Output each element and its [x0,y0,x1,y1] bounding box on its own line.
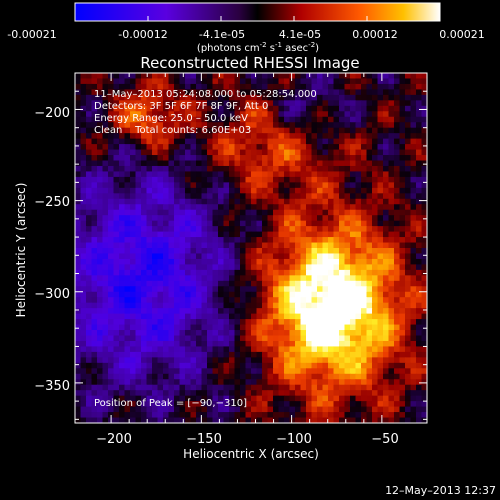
y-tick-label-minus300: −300 [34,287,70,302]
annotation-detectors: Detectors: 3F 5F 6F 7F 8F 9F, Att 0 [94,101,268,112]
y-tick-label-minus200: −200 [34,106,70,121]
colorbar-tick-label-2: -4.1e-05 [199,28,245,41]
colorbar-units: (photons cm-2 s-1 asec-2) [197,41,319,54]
chart-title: Reconstructed RHESSI Image [140,54,359,72]
colorbar-tick-label-1: -0.00012 [118,28,167,41]
annotation-energy-range: Energy Range: 25.0 – 50.0 keV [94,113,248,124]
x-tick-label-minus100: −100 [276,432,312,447]
axis-ticks [75,73,427,423]
footer-timestamp: 12–May–2013 12:37 [385,484,496,497]
x-axis-label: Heliocentric X (arcsec) [183,447,319,461]
colorbar-tick-label-3: 4.1e-05 [279,28,321,41]
x-tick-label-minus50: −50 [371,432,398,447]
annotation-time-range: 11–May–2013 05:24:08.000 to 05:28:54.000 [94,89,317,100]
y-axis-label: Heliocentric Y (arcsec) [14,183,28,318]
colorbar-ticks [74,16,441,21]
annotation-peak-position: Position of Peak = [−90,−310] [94,398,247,409]
x-tick-label-minus200: −200 [96,432,132,447]
y-tick-label-minus250: −250 [34,195,70,210]
x-tick-label-minus150: −150 [186,432,222,447]
annotation-clean-counts: Clean Total counts: 6.60E+03 [94,125,251,136]
y-tick-label-minus350: −350 [34,379,70,394]
colorbar-tick-label-5: 0.00021 [439,28,485,41]
heatmap-image [75,73,427,423]
colorbar-tick-label-0: -0.00021 [7,28,56,41]
colorbar-tick-label-4: 0.00012 [352,28,398,41]
plot-frame [74,72,428,424]
colorbar [74,2,441,22]
